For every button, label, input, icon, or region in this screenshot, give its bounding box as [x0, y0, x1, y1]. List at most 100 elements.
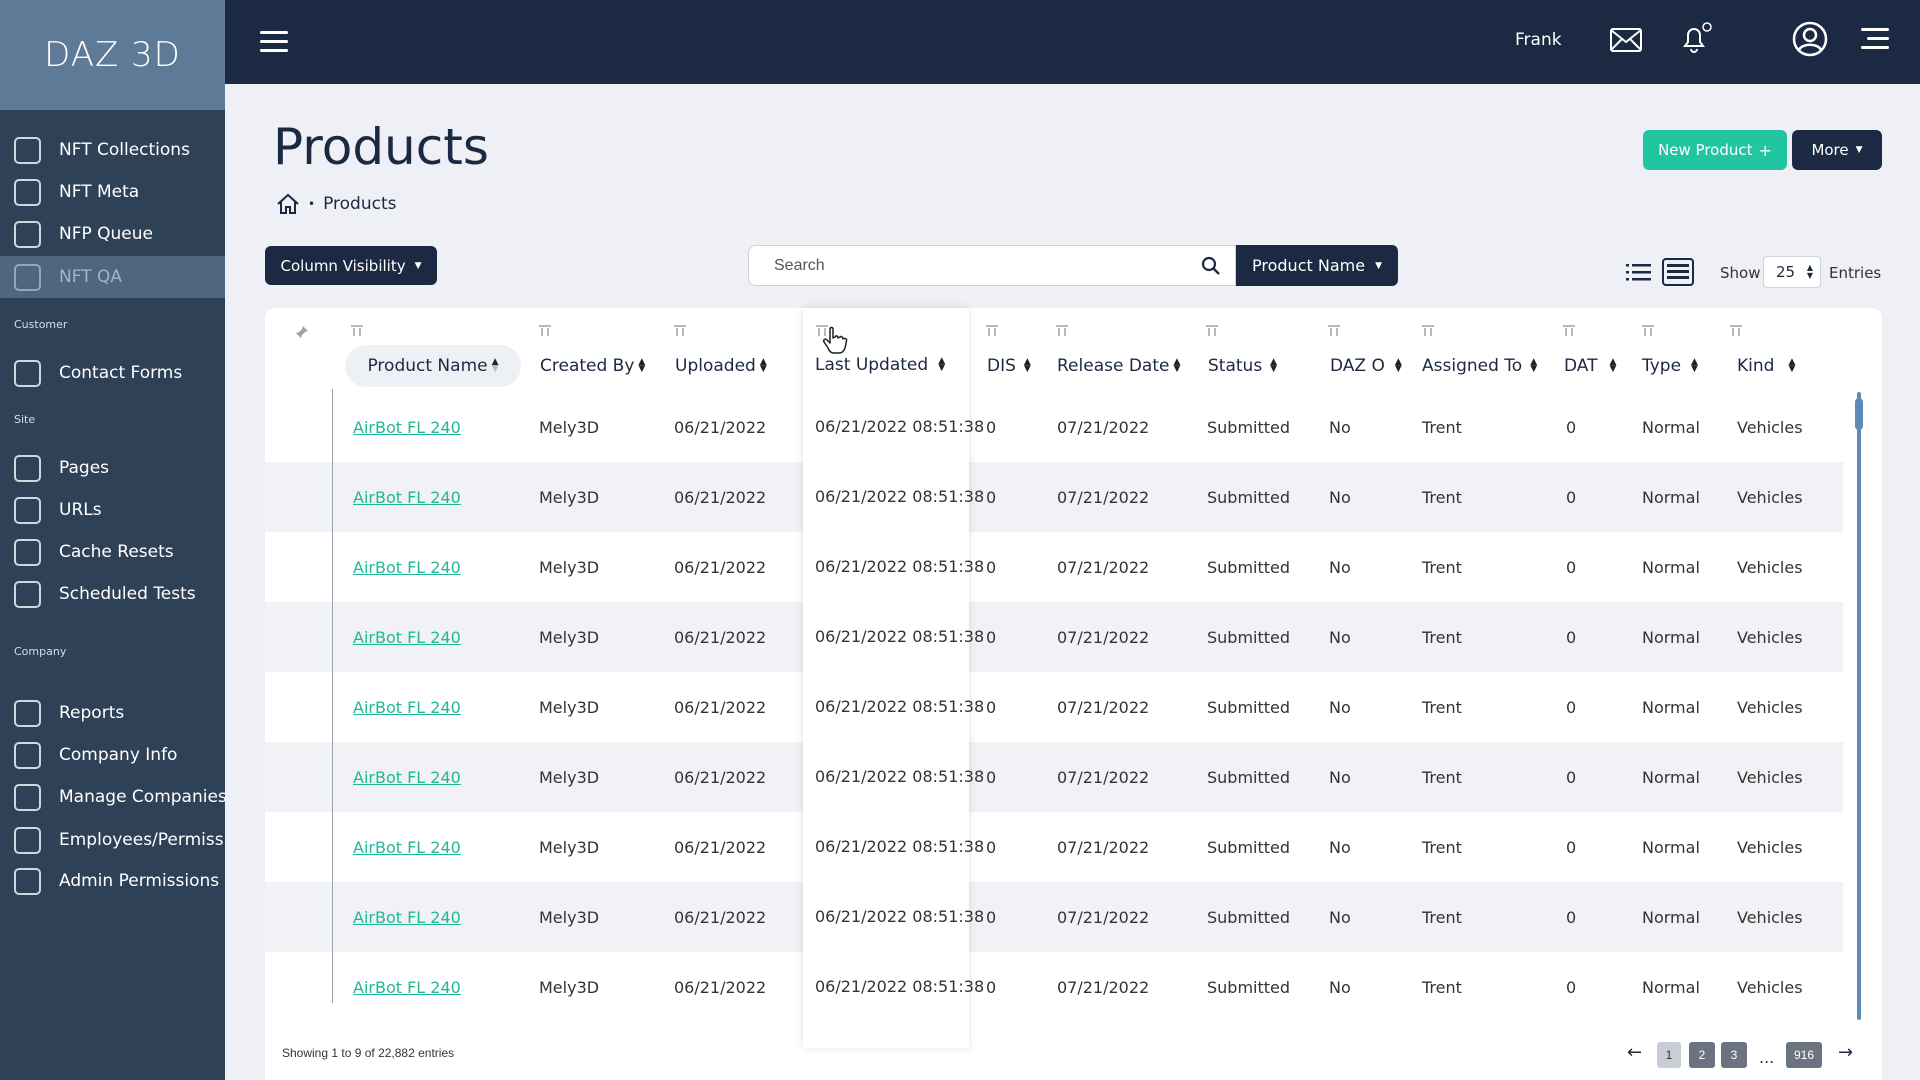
pin-icon[interactable] — [295, 325, 309, 339]
drag-handle-icon[interactable] — [1055, 325, 1069, 337]
cell-product-name[interactable]: AirBot FL 240 — [353, 698, 461, 717]
scrollbar-track[interactable] — [1857, 392, 1861, 1020]
cell-created-by: Mely3D — [539, 698, 600, 717]
page-button-last[interactable]: 916 — [1786, 1042, 1822, 1068]
cell-kind: Vehicles — [1737, 628, 1803, 647]
list-view-icon[interactable] — [1626, 262, 1651, 282]
cell-assigned-to: Trent — [1422, 628, 1462, 647]
drag-handle-icon[interactable] — [538, 325, 552, 337]
bell-icon[interactable] — [1679, 22, 1713, 54]
column-header-assigned-to[interactable]: Assigned To ▲ ▼ — [1422, 356, 1538, 376]
next-page-arrow-icon[interactable]: → — [1838, 1042, 1854, 1063]
home-icon[interactable] — [276, 193, 300, 215]
breadcrumb-current[interactable]: Products — [323, 194, 397, 214]
cell-type: Normal — [1642, 768, 1700, 787]
sidebar-item-company-info[interactable]: Company Info — [0, 735, 225, 775]
cell-dis: 0 — [986, 908, 997, 927]
menu-icon[interactable] — [260, 31, 288, 53]
sort-icon: ▲ ▼ — [1173, 357, 1181, 374]
search-input[interactable] — [749, 246, 1189, 285]
drag-handle-icon[interactable] — [1641, 325, 1655, 337]
sidebar-item-nft-meta[interactable]: NFT Meta — [0, 172, 225, 212]
sort-icon: ▲ ▼ — [1788, 357, 1796, 374]
cell-last-updated: 06/21/2022 08:51:38 — [815, 557, 985, 576]
prev-page-arrow-icon[interactable]: ← — [1627, 1042, 1643, 1063]
drag-handle-icon[interactable] — [350, 325, 364, 337]
cell-release-date: 07/21/2022 — [1057, 978, 1150, 997]
sidebar-item-cache-resets[interactable]: Cache Resets — [0, 532, 225, 572]
drag-handle-icon[interactable] — [985, 325, 999, 337]
cell-product-name[interactable]: AirBot FL 240 — [353, 908, 461, 927]
cell-assigned-to: Trent — [1422, 768, 1462, 787]
column-header-kind[interactable]: Kind ▲ ▼ — [1737, 356, 1796, 376]
cell-status: Submitted — [1207, 558, 1291, 577]
product-name-filter-button[interactable]: Product Name ▼ — [1236, 245, 1398, 286]
sidebar-item-nft-collections[interactable]: NFT Collections — [0, 130, 225, 170]
cell-release-date: 07/21/2022 — [1057, 838, 1150, 857]
brand-logo[interactable]: DAZ 3D — [0, 0, 225, 110]
table-row — [265, 882, 1843, 952]
cell-dat: 0 — [1566, 418, 1577, 437]
search-icon[interactable] — [1201, 256, 1221, 276]
cell-product-name[interactable]: AirBot FL 240 — [353, 978, 461, 997]
sidebar-item-scheduled-tests[interactable]: Scheduled Tests — [0, 574, 225, 614]
cell-product-name[interactable]: AirBot FL 240 — [353, 488, 461, 507]
sort-icon: ▲ ▼ — [1530, 357, 1538, 374]
cell-uploaded: 06/21/2022 — [674, 418, 767, 437]
new-product-button[interactable]: New Product + — [1643, 130, 1787, 170]
column-header-last-updated[interactable]: Last Updated ▲ ▼ — [815, 355, 946, 375]
column-visibility-button[interactable]: Column Visibility ▼ — [265, 246, 437, 285]
column-header-type[interactable]: Type ▲ ▼ — [1642, 356, 1698, 376]
sidebar-item-employees-permissions[interactable]: Employees/Permissions — [0, 820, 225, 860]
cell-product-name[interactable]: AirBot FL 240 — [353, 768, 461, 787]
column-header-release-date[interactable]: Release Date ▲ ▼ — [1057, 356, 1181, 376]
drag-handle-icon[interactable] — [673, 325, 687, 337]
sidebar-item-reports[interactable]: Reports — [0, 693, 225, 733]
column-header-dis[interactable]: DIS ▲ ▼ — [987, 356, 1031, 376]
column-header-product-name[interactable]: Product Name ▲ ▼ — [345, 345, 521, 387]
column-header-uploaded[interactable]: Uploaded ▲ ▼ — [675, 356, 767, 376]
column-header-daz-o[interactable]: DAZ O ▲ ▼ — [1330, 356, 1402, 376]
page-button-3[interactable]: 3 — [1721, 1042, 1747, 1068]
cell-assigned-to: Trent — [1422, 418, 1462, 437]
checkbox-icon — [14, 538, 41, 566]
entries-per-page-select[interactable]: 25 ▲ ▼ — [1763, 256, 1821, 288]
sidebar-item-admin-permissions[interactable]: Admin Permissions — [0, 861, 225, 901]
sidebar-item-nfp-queue[interactable]: NFP Queue — [0, 214, 225, 254]
user-name[interactable]: Frank — [1515, 30, 1562, 50]
sidebar-item-pages[interactable]: Pages — [0, 448, 225, 488]
column-header-status[interactable]: Status ▲ ▼ — [1208, 356, 1278, 376]
sort-icon: ▲ ▼ — [938, 356, 946, 373]
cell-release-date: 07/21/2022 — [1057, 488, 1150, 507]
drag-handle-icon[interactable] — [1562, 325, 1576, 337]
cell-product-name[interactable]: AirBot FL 240 — [353, 628, 461, 647]
top-bar — [225, 0, 1920, 84]
cell-dat: 0 — [1566, 838, 1577, 857]
cell-product-name[interactable]: AirBot FL 240 — [353, 418, 461, 437]
sidebar-item-urls[interactable]: URLs — [0, 490, 225, 530]
scrollbar-thumb[interactable] — [1855, 398, 1863, 430]
cell-kind: Vehicles — [1737, 838, 1803, 857]
mail-icon[interactable] — [1610, 28, 1642, 52]
sidebar-item-manage-companies[interactable]: Manage Companies — [0, 777, 227, 817]
sidebar-item-nft-qa[interactable]: NFT QA — [0, 256, 225, 298]
drag-handle-icon[interactable] — [815, 325, 829, 337]
cell-product-name[interactable]: AirBot FL 240 — [353, 558, 461, 577]
drag-handle-icon[interactable] — [1421, 325, 1435, 337]
page-button-1[interactable]: 1 — [1657, 1042, 1681, 1068]
column-header-created-by[interactable]: Created By ▲ ▼ — [540, 356, 646, 376]
cell-daz-o: No — [1329, 418, 1351, 437]
user-icon[interactable] — [1792, 21, 1828, 57]
more-button[interactable]: More ▼ — [1792, 130, 1882, 170]
more-menu-icon[interactable] — [1861, 26, 1889, 52]
cell-product-name[interactable]: AirBot FL 240 — [353, 838, 461, 857]
sidebar-item-contact-forms[interactable]: Contact Forms — [0, 353, 225, 393]
sort-icon: ▲ ▼ — [1394, 357, 1402, 374]
drag-handle-icon[interactable] — [1205, 325, 1219, 337]
table-view-icon[interactable] — [1662, 258, 1694, 286]
page-button-2[interactable]: 2 — [1689, 1042, 1715, 1068]
checkbox-icon — [14, 580, 41, 608]
column-header-dat[interactable]: DAT ▲ ▼ — [1564, 356, 1617, 376]
drag-handle-icon[interactable] — [1729, 325, 1743, 337]
drag-handle-icon[interactable] — [1327, 325, 1341, 337]
